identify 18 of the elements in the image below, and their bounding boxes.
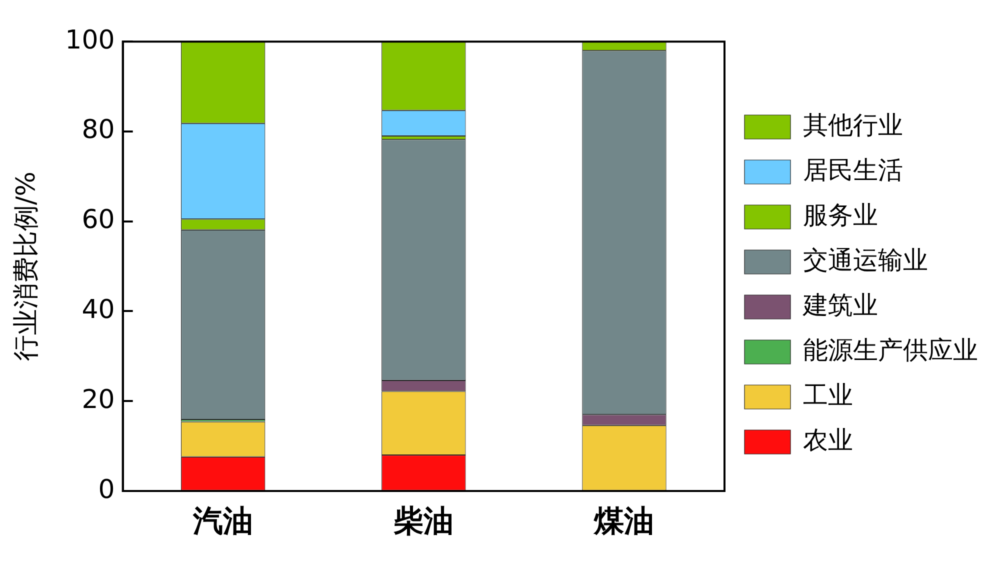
x-tick-label: 柴油 (394, 504, 454, 539)
y-tick-label: 60 (82, 205, 115, 236)
y-tick-label: 80 (82, 115, 115, 146)
y-tick-label: 100 (65, 25, 115, 56)
legend-label: 其他行业 (803, 110, 903, 140)
legend-label: 农业 (803, 426, 853, 454)
legend-label: 服务业 (803, 200, 878, 230)
y-tick-label: 40 (82, 294, 115, 325)
x-tick-label: 汽油 (192, 504, 254, 539)
legend-label: 能源生产供应业 (803, 336, 978, 364)
legend-label: 居民生活 (803, 156, 903, 184)
y-tick-label: 20 (82, 384, 115, 415)
legend-label: 建筑业 (802, 290, 878, 320)
y-axis-title: 行业消费比例/% (11, 172, 42, 362)
legend-label: 交通运输业 (803, 246, 928, 274)
x-tick-label: 煤油 (593, 504, 654, 539)
y-tick-label: 0 (98, 474, 115, 505)
legend-label: 工业 (803, 380, 853, 410)
